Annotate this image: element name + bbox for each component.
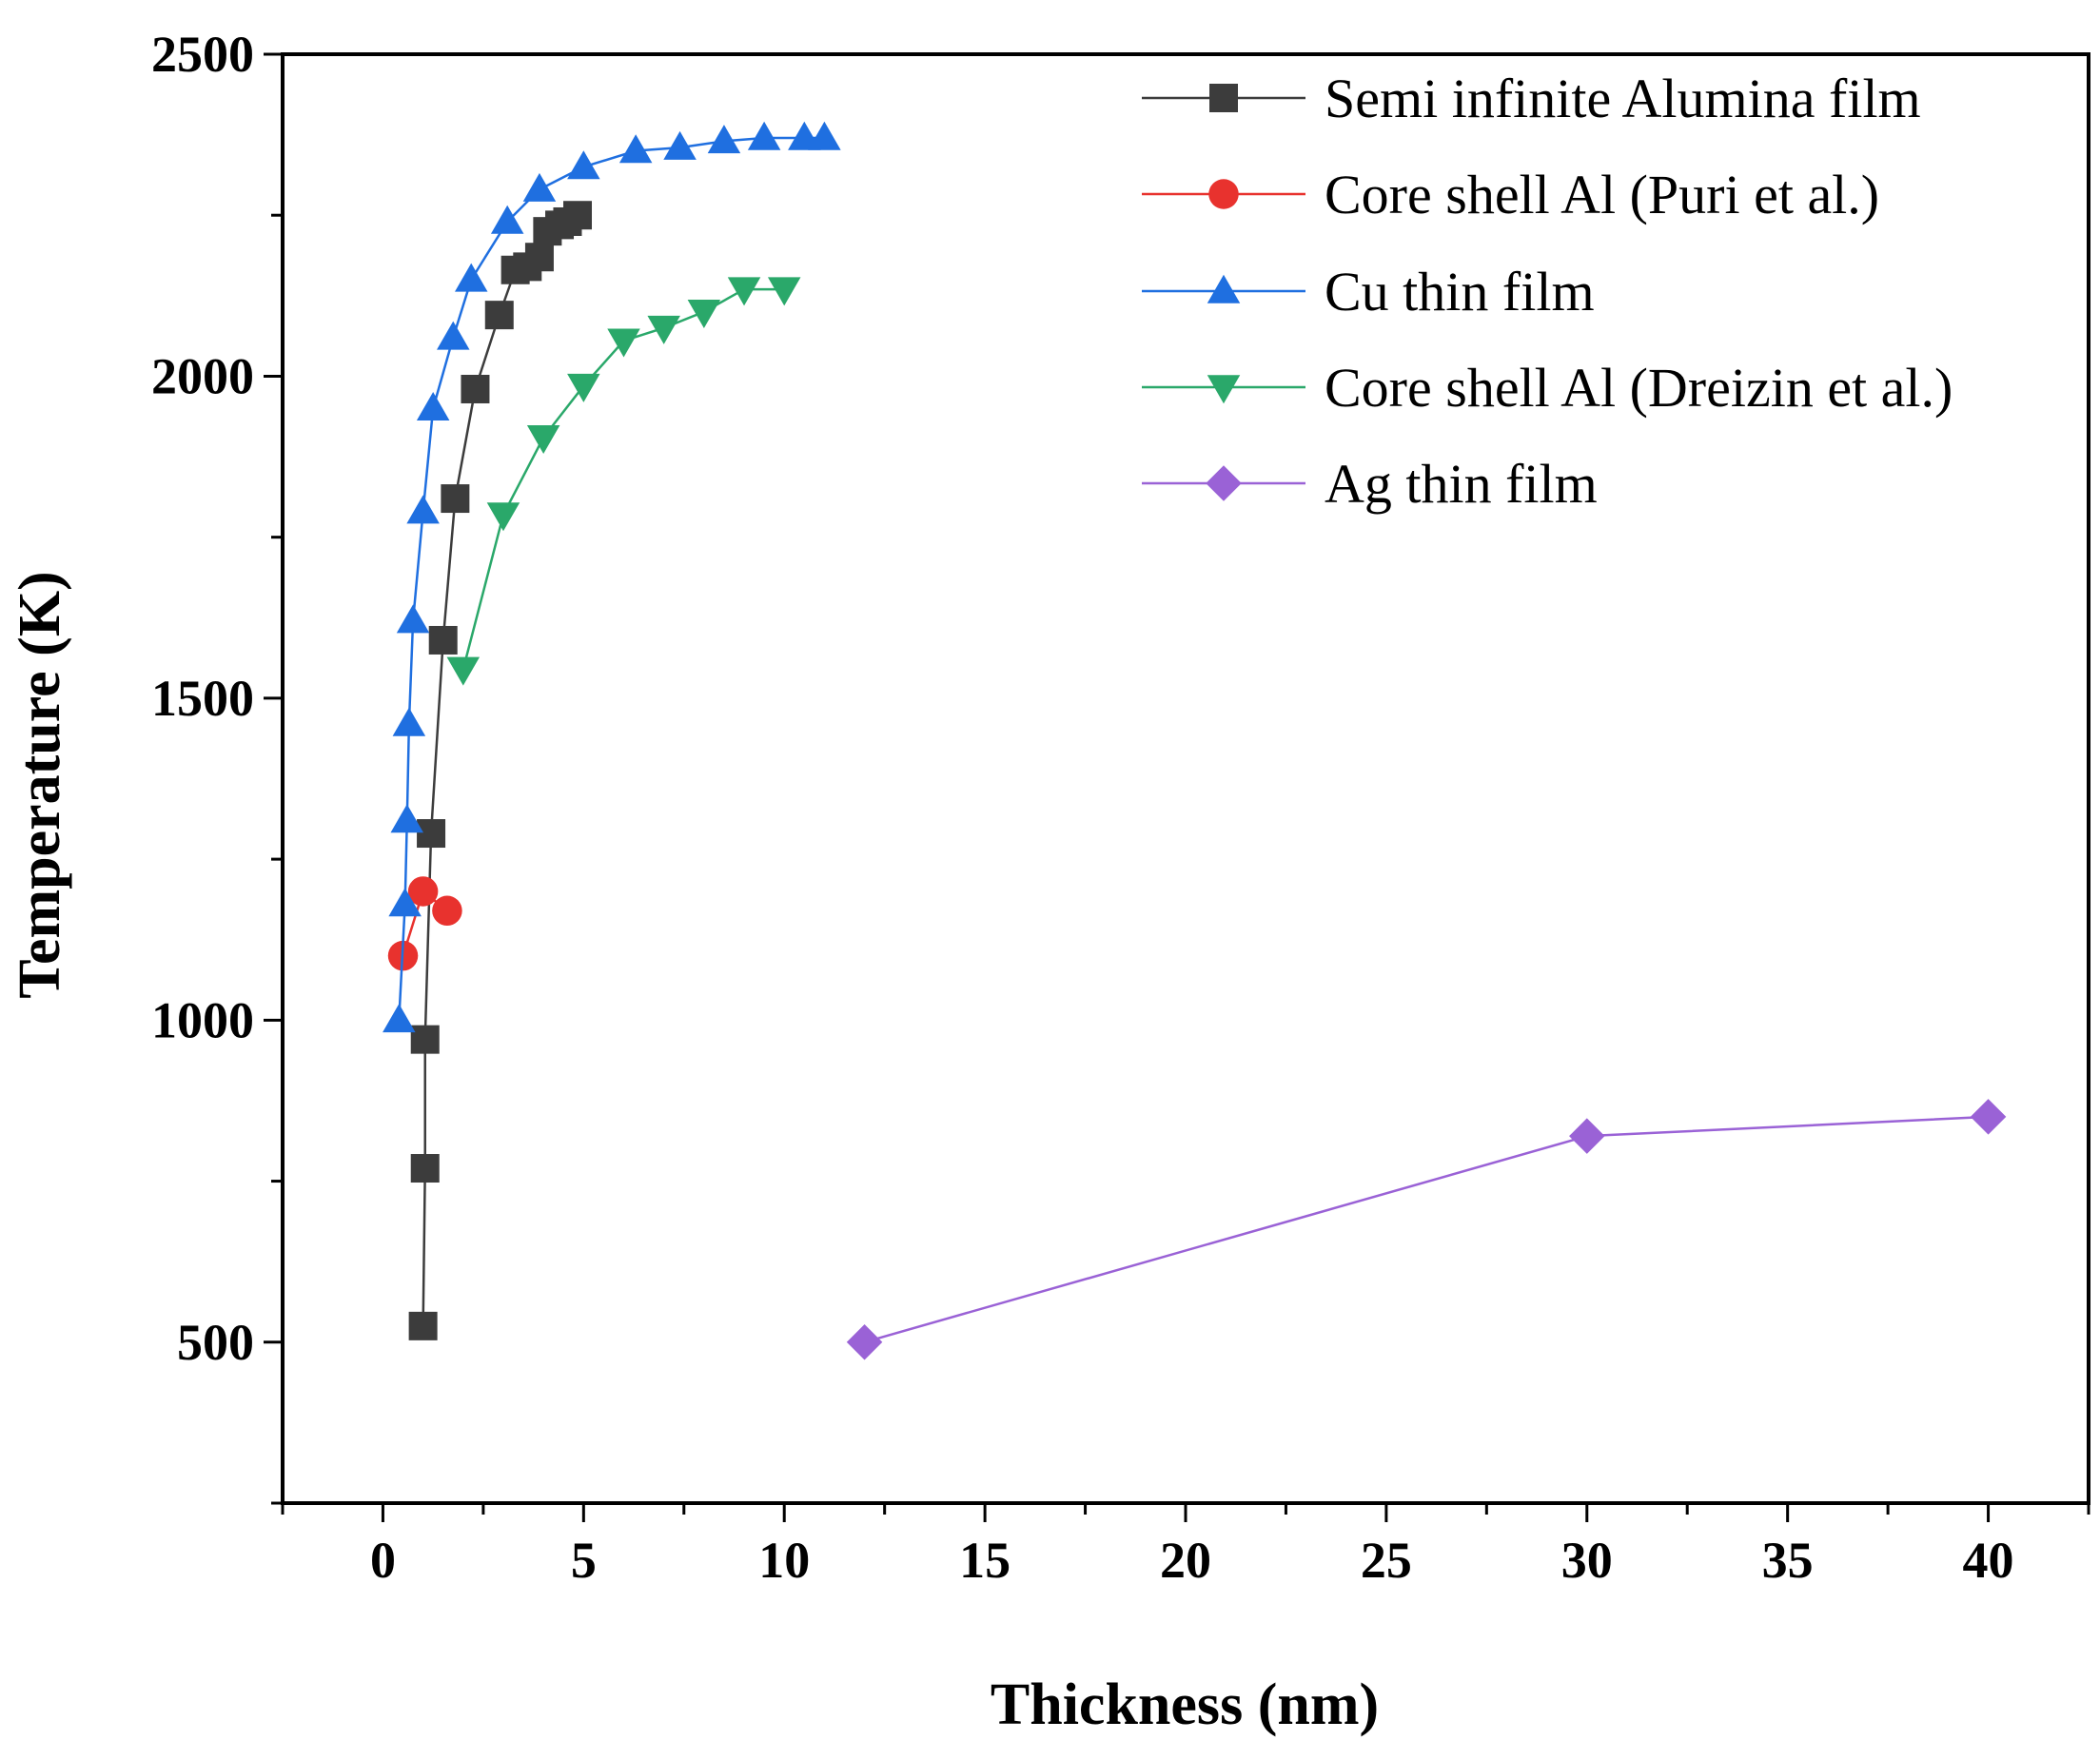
data-point [522, 172, 557, 202]
data-point [846, 1324, 883, 1360]
data-point [747, 121, 781, 150]
y-tick-label: 1500 [151, 670, 254, 727]
data-point [390, 804, 424, 833]
legend-item-2: Core shell Al (Puri et al.) [1142, 164, 1879, 225]
legend-label: Cu thin film [1325, 261, 1595, 323]
legend-label: Ag thin film [1325, 453, 1598, 515]
y-tick-label: 2500 [151, 26, 254, 83]
y-tick-label: 1000 [151, 991, 254, 1048]
x-tick-label: 0 [370, 1532, 396, 1589]
data-point [687, 300, 721, 329]
x-tick-label: 25 [1361, 1532, 1412, 1589]
series-line [864, 1115, 1989, 1343]
data-point [767, 277, 801, 306]
data-point [567, 373, 600, 402]
data-point [526, 424, 560, 454]
legend-label: Core shell Al (Dreizin et al.) [1325, 357, 1953, 419]
data-point [808, 121, 841, 150]
data-point [1569, 1118, 1605, 1154]
series-5 [846, 1099, 2007, 1360]
data-point [647, 315, 680, 344]
data-point [454, 263, 488, 292]
plot-area [383, 121, 2007, 1360]
series-3 [383, 121, 841, 1033]
legend-item-1: Semi infinite Alumina film [1142, 68, 1921, 129]
legend-marker [1207, 375, 1241, 404]
data-point [406, 495, 440, 524]
data-point [383, 1004, 416, 1033]
data-point [490, 205, 524, 234]
data-point [408, 1311, 438, 1340]
x-axis-label: Thickness (nm) [991, 1672, 1379, 1737]
series-line [398, 136, 825, 1021]
legend-label: Core shell Al (Puri et al.) [1325, 164, 1879, 225]
data-point [441, 484, 470, 514]
x-axis: 0 5 10 15 20 25 30 35 40 [281, 1503, 2090, 1589]
data-point [484, 301, 514, 330]
series-2 [387, 876, 462, 971]
data-point [618, 134, 653, 164]
x-tick-label: 35 [1762, 1532, 1814, 1589]
legend-item-3: Cu thin film [1142, 261, 1595, 323]
legend: Semi infinite Alumina film Core shell Al … [1142, 68, 1953, 515]
data-point [410, 1025, 440, 1054]
data-point [432, 895, 462, 927]
y-axis: 500 1000 1500 2000 2500 [151, 26, 283, 1505]
data-point [563, 201, 593, 230]
legend-item-5: Ag thin film [1142, 453, 1598, 515]
x-tick-label: 20 [1160, 1532, 1211, 1589]
data-point [524, 243, 554, 272]
data-point [486, 502, 520, 532]
data-point [1970, 1099, 2007, 1135]
x-tick-label: 10 [758, 1532, 810, 1589]
data-point [727, 277, 761, 306]
data-point [567, 150, 600, 180]
axes-frame [281, 52, 2090, 1505]
data-point [663, 130, 697, 160]
y-axis-label: Temperature (K) [8, 571, 72, 998]
data-point [416, 392, 450, 421]
data-point [410, 1154, 440, 1183]
data-point [407, 876, 439, 907]
legend-marker [1206, 465, 1242, 501]
legend-label: Semi infinite Alumina film [1325, 68, 1921, 129]
x-tick-label: 30 [1561, 1532, 1613, 1589]
data-point [417, 819, 446, 849]
data-point [707, 125, 741, 154]
data-point [607, 328, 640, 358]
data-point [388, 888, 422, 917]
y-tick-label: 2000 [151, 347, 254, 404]
legend-item-4: Core shell Al (Dreizin et al.) [1142, 357, 1953, 419]
series-4 [446, 277, 801, 686]
legend-marker [1208, 179, 1239, 209]
x-tick-label: 15 [959, 1532, 1011, 1589]
series-line [422, 214, 579, 1326]
y-tick-label: 500 [177, 1314, 254, 1371]
data-point [461, 374, 490, 403]
data-point [392, 707, 426, 736]
legend-marker [1209, 84, 1238, 112]
data-point [396, 604, 430, 634]
plot-frame [281, 52, 2090, 1505]
x-tick-label: 5 [571, 1532, 597, 1589]
data-point [428, 625, 458, 655]
legend-marker [1207, 274, 1241, 303]
data-point [446, 656, 481, 686]
data-point [437, 321, 470, 350]
series-1 [408, 201, 593, 1340]
x-tick-label: 40 [1963, 1532, 2014, 1589]
